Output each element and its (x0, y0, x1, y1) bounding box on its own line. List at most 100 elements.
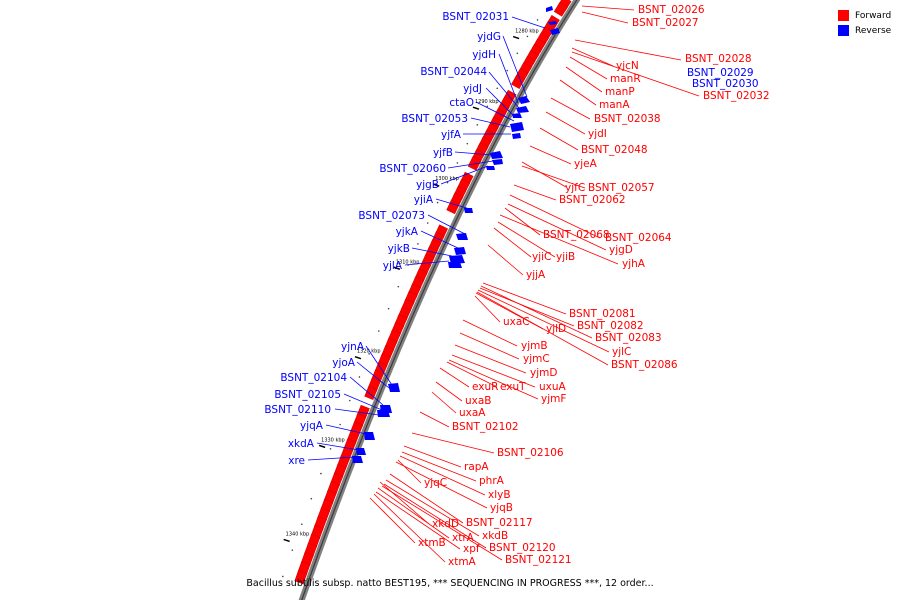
scale-dot (446, 181, 449, 184)
gene-label[interactable]: BSNT_02110 (264, 404, 331, 416)
gene-label[interactable]: yjqA (300, 420, 324, 432)
gene-label[interactable]: yjlC (612, 346, 631, 358)
gene-label[interactable]: yjfC (565, 182, 585, 194)
gene-label[interactable]: xkdD (432, 518, 459, 530)
gene-label[interactable]: yjjA (526, 269, 546, 281)
gene-label[interactable]: yjkA (396, 226, 419, 238)
gene-label[interactable]: yjfB (433, 147, 453, 159)
gene-label[interactable]: yjhA (622, 258, 646, 270)
gene-label[interactable]: yjgD (609, 244, 633, 256)
gene-label[interactable]: BSNT_02105 (274, 389, 341, 401)
gene-label[interactable]: BSNT_02086 (611, 359, 678, 371)
scale-dot (466, 142, 469, 145)
gene-label[interactable]: BSNT_02068 (543, 229, 610, 241)
gene-label[interactable]: yjnA (341, 341, 365, 353)
gene-label[interactable]: BSNT_02121 (505, 554, 572, 566)
gene-label[interactable]: yjkB (388, 243, 410, 255)
gene-label[interactable]: phrA (479, 475, 505, 487)
gene-label[interactable]: yjcN (616, 60, 639, 72)
gene-label[interactable]: BSNT_02082 (577, 320, 644, 332)
gene-label[interactable]: xre (288, 455, 305, 467)
gene-label[interactable]: yjdG (477, 31, 501, 43)
gene-label[interactable]: yjiA (414, 194, 434, 206)
gene-label[interactable]: yjmB (521, 340, 548, 352)
gene-label[interactable]: xkdB (482, 530, 508, 542)
gene-label[interactable]: xlyB (488, 489, 511, 501)
gene-label[interactable]: BSNT_02031 (442, 11, 509, 23)
gene-label[interactable]: manP (605, 86, 635, 98)
gene-label[interactable]: xtmB (418, 537, 446, 549)
gene-label[interactable]: yjdJ (463, 83, 482, 95)
gene-label[interactable]: rapA (464, 461, 489, 473)
gene-label[interactable]: xtmA (448, 556, 477, 568)
forward-gene-block (553, 1, 568, 17)
gene-label[interactable]: exuT (500, 381, 526, 393)
gene-label[interactable]: yjeA (574, 158, 598, 170)
legend-reverse-label: Reverse (855, 25, 892, 36)
gene-label[interactable]: xpf (463, 543, 480, 555)
gene-label[interactable]: exuR (472, 381, 498, 393)
scale-tick (512, 35, 520, 40)
gene-label[interactable]: BSNT_02028 (685, 53, 752, 65)
gene-label[interactable]: BSNT_02038 (594, 113, 661, 125)
gene-label[interactable]: BSNT_02053 (401, 113, 468, 125)
legend-forward: Forward (838, 8, 891, 23)
gene-label[interactable]: uxuA (539, 381, 567, 393)
gene-label[interactable]: BSNT_02032 (703, 90, 770, 102)
scale-dot (496, 87, 499, 90)
legend-forward-label: Forward (855, 10, 892, 21)
gene-label[interactable]: yjiB (556, 251, 575, 263)
gene-label[interactable]: manR (610, 73, 641, 85)
gene-label[interactable]: BSNT_02104 (280, 372, 347, 384)
gene-label[interactable]: BSNT_02048 (581, 144, 648, 156)
gene-label[interactable]: BSNT_02073 (358, 210, 425, 222)
gene-label[interactable]: yjmC (523, 353, 550, 365)
gene-label[interactable]: BSNT_02081 (569, 308, 636, 320)
scale-tick-label: 1300 kbp (435, 176, 459, 182)
gene-label[interactable]: yjoA (332, 357, 356, 369)
gene-label[interactable]: yjiC (532, 251, 551, 263)
gene-label[interactable]: yjdH (472, 49, 496, 61)
scale-tick (318, 444, 326, 449)
gene-label[interactable]: yjdI (588, 128, 607, 140)
gene-label[interactable]: BSNT_02064 (605, 232, 672, 244)
gene-label[interactable]: BSNT_02102 (452, 421, 519, 433)
gene-label[interactable]: BSNT_02044 (420, 66, 487, 78)
gene-label[interactable]: BSNT_02057 (588, 182, 655, 194)
scale-dot (397, 285, 400, 288)
gene-label[interactable]: BSNT_02027 (632, 17, 699, 29)
gene-label[interactable]: yjqC (424, 477, 447, 489)
legend: Forward Reverse (838, 8, 891, 38)
gene-label[interactable]: BSNT_02120 (489, 542, 556, 554)
gene-label[interactable]: BSNT_02062 (559, 194, 626, 206)
scale-dot (387, 307, 390, 310)
gene-label[interactable]: BSNT_02029 (687, 67, 754, 79)
gene-label[interactable]: uxaA (459, 407, 486, 419)
gene-label[interactable]: BSNT_02060 (379, 163, 446, 175)
gene-label[interactable]: BSNT_02117 (466, 517, 533, 529)
gene-label[interactable]: BSNT_02106 (497, 447, 564, 459)
gene-label[interactable]: xtrA (452, 532, 475, 544)
gene-label[interactable]: BSNT_02030 (692, 78, 759, 90)
gene-label[interactable]: xkdA (288, 438, 315, 450)
gene-label[interactable]: BSNT_02026 (638, 4, 705, 16)
scale-dot (282, 575, 284, 578)
gene-label[interactable]: yjmD (530, 367, 557, 379)
gene-label[interactable]: yjlA (383, 260, 403, 272)
gene-label[interactable]: uxaC (503, 316, 530, 328)
gene-label[interactable]: yjfA (441, 129, 462, 141)
reverse-swatch (838, 25, 849, 36)
scale-dot (476, 124, 479, 126)
scale-tick-label: 1330 kbp (321, 437, 345, 443)
gene-label[interactable]: BSNT_02083 (595, 332, 662, 344)
scale-dot (417, 243, 419, 245)
gene-label[interactable]: manA (599, 99, 630, 111)
gene-label[interactable]: yjlD (546, 323, 566, 335)
gene-label[interactable]: uxaB (465, 395, 492, 407)
gene-label[interactable]: yjgB (416, 179, 439, 191)
forward-gene-block (467, 156, 482, 171)
gene-label[interactable]: yjqB (490, 502, 513, 514)
gene-label[interactable]: yjmF (541, 393, 566, 405)
genome-backbone (298, 0, 581, 600)
gene-label[interactable]: ctaO (449, 97, 474, 109)
